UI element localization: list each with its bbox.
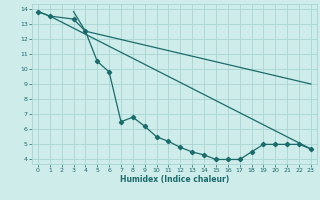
X-axis label: Humidex (Indice chaleur): Humidex (Indice chaleur): [120, 175, 229, 184]
